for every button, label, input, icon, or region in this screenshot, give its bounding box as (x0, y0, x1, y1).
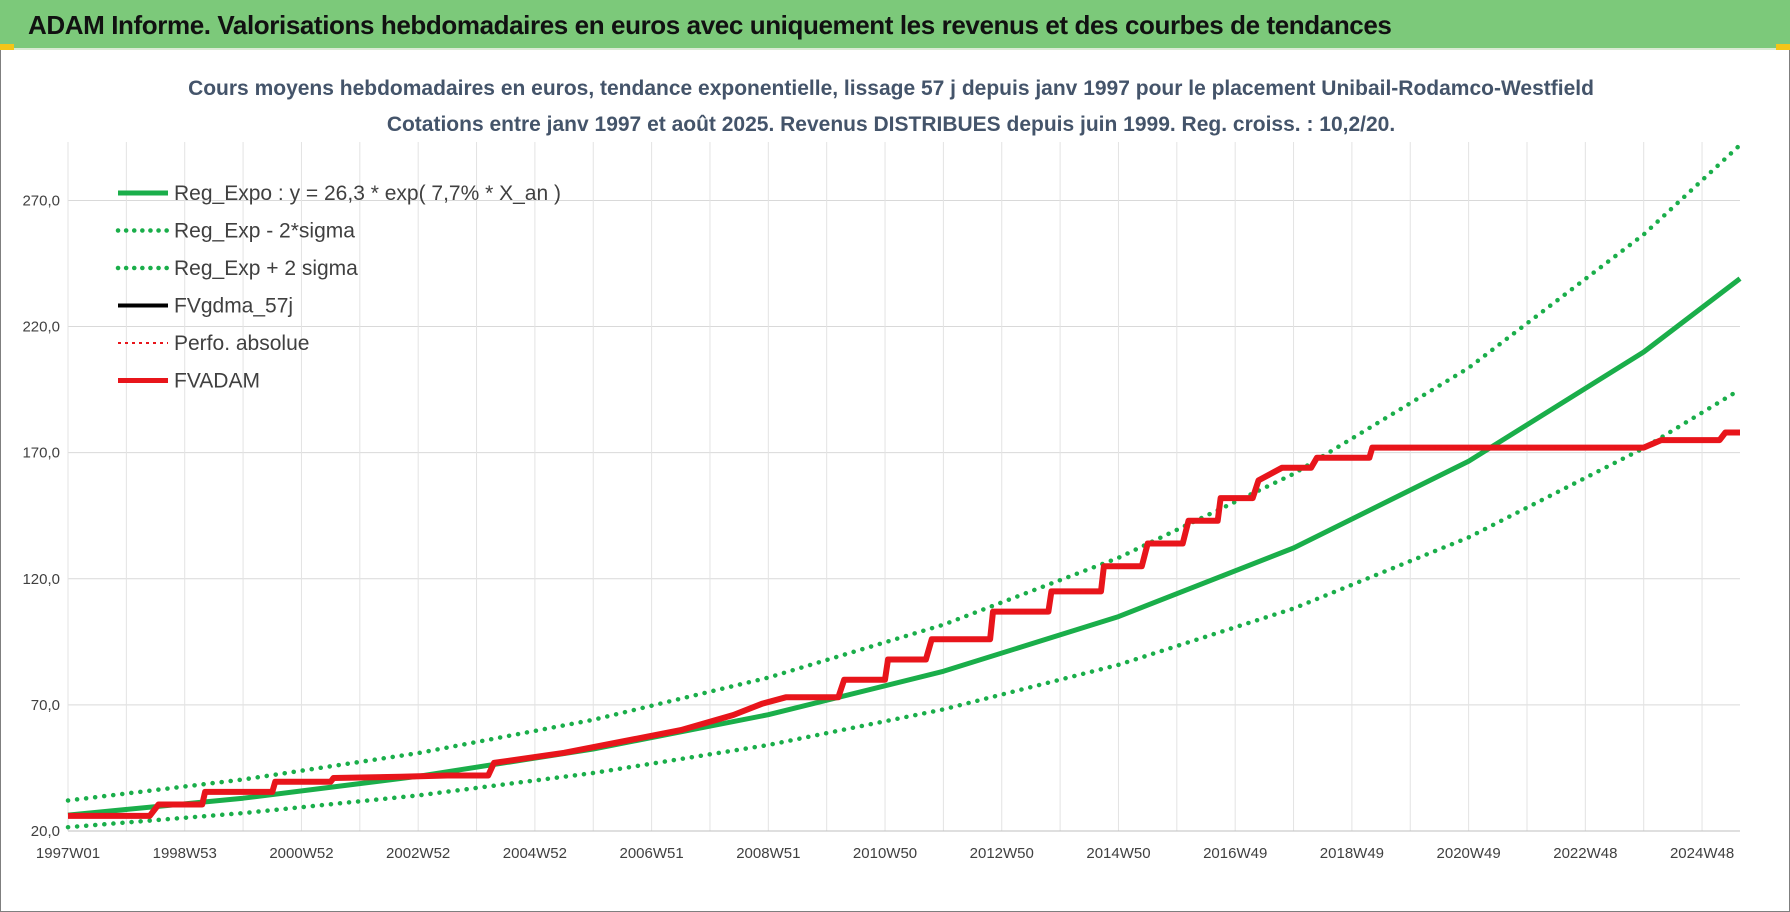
x-tick-label: 2002W52 (386, 845, 450, 862)
x-tick-label: 2014W50 (1086, 845, 1150, 862)
x-tick-label: 2012W50 (970, 845, 1034, 862)
chart-title: Cours moyens hebdomadaires en euros, ten… (188, 77, 1594, 100)
x-tick-label: 2006W51 (619, 845, 683, 862)
x-tick-label: 2020W49 (1437, 845, 1501, 862)
series-line-5 (68, 429, 1740, 819)
series-line-3 (68, 430, 1740, 818)
series-line-2 (65, 142, 1743, 803)
legend-label: Reg_Exp + 2 sigma (174, 257, 358, 280)
legend-label: FVADAM (174, 370, 260, 393)
x-tick-label: 2000W52 (269, 845, 333, 862)
x-tick-label: 2008W51 (736, 845, 800, 862)
series-line-1 (65, 387, 1743, 830)
corner-mark-left (0, 44, 14, 50)
corner-mark-right (1776, 44, 1790, 50)
x-tick-label: 2010W50 (853, 845, 917, 862)
y-tick-label: 270,0 (22, 192, 60, 209)
y-tick-label: 20,0 (31, 823, 60, 840)
series-line-4 (68, 431, 1740, 817)
chart-subtitle: Cotations entre janv 1997 et août 2025. … (387, 113, 1395, 136)
y-tick-label: 220,0 (22, 319, 60, 336)
y-tick-label: 120,0 (22, 571, 60, 588)
legend-label: FVgdma_57j (174, 295, 293, 318)
x-tick-label: 2016W49 (1203, 845, 1267, 862)
x-tick-label: 2022W48 (1553, 845, 1617, 862)
legend-label: Reg_Expo : y = 26,3 * exp( 7,7% * X_an ) (174, 182, 561, 205)
header-banner: ADAM Informe. Valorisations hebdomadaire… (0, 0, 1790, 50)
page-title: ADAM Informe. Valorisations hebdomadaire… (28, 10, 1392, 40)
x-tick-label: 1998W53 (153, 845, 217, 862)
x-tick-label: 1997W01 (36, 845, 100, 862)
legend-label: Reg_Exp - 2*sigma (174, 220, 355, 243)
legend-label: Perfo. absolue (174, 332, 309, 355)
y-tick-label: 170,0 (22, 445, 60, 462)
x-tick-label: 2004W52 (503, 845, 567, 862)
x-tick-label: 2024W48 (1670, 845, 1734, 862)
y-tick-label: 70,0 (31, 697, 60, 714)
x-tick-label: 2018W49 (1320, 845, 1384, 862)
series-line-0 (67, 276, 1742, 818)
